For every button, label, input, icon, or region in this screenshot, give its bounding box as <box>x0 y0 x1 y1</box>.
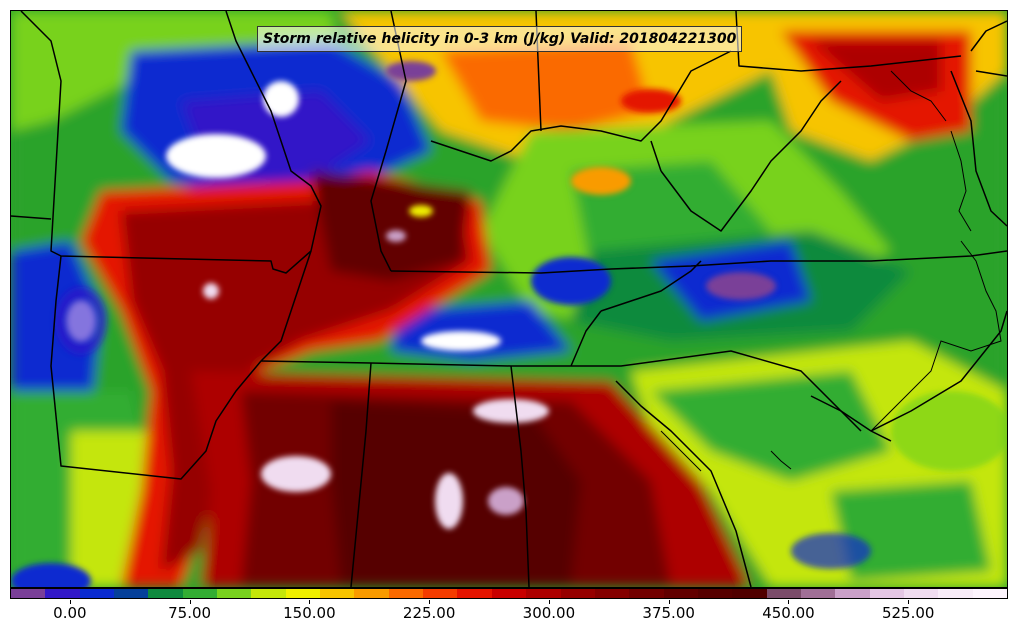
colorbar-segment <box>835 589 870 598</box>
colorbar-segment <box>938 589 973 598</box>
colorbar-segment <box>560 589 595 598</box>
colorbar-segment <box>972 589 1007 598</box>
colorbar-segment <box>663 589 698 598</box>
colorbar-segment <box>182 589 218 598</box>
colorbar-tick <box>429 600 431 604</box>
colorbar-segment <box>45 589 80 598</box>
colorbar-label: 525.00 <box>881 604 935 622</box>
colorbar-segment <box>79 589 115 598</box>
colorbar-tick <box>189 600 191 604</box>
colorbar-segment <box>800 589 836 598</box>
colorbar-segment <box>285 589 321 598</box>
map-title: Storm relative helicity in 0-3 km (J/kg)… <box>257 26 743 52</box>
colorbar-label: 75.00 <box>168 604 212 622</box>
helicity-map-canvas <box>11 11 1007 587</box>
colorbar-segment <box>594 589 630 598</box>
colorbar-label: 225.00 <box>402 604 456 622</box>
colorbar-label: 150.00 <box>283 604 336 622</box>
colorbar-tick <box>908 600 910 604</box>
colorbar-segment <box>388 589 424 598</box>
colorbar-label: 300.00 <box>522 604 576 622</box>
colorbar-label: 0.00 <box>53 604 87 622</box>
colorbar-label: 375.00 <box>642 604 695 622</box>
colorbar-tick <box>668 600 670 604</box>
colorbar-segment <box>869 589 904 598</box>
colorbar-segment <box>423 589 458 598</box>
colorbar-segment <box>11 589 46 598</box>
coastlines <box>660 70 1002 472</box>
colorbar-label: 450.00 <box>762 604 815 622</box>
colorbar-segment <box>320 589 355 598</box>
colorbar-tick <box>548 600 550 604</box>
colorbar-segment <box>251 589 286 598</box>
colorbar-labels: 0.00 75.00 150.00 225.00 300.00 375.00 450.00 5… <box>0 600 1018 630</box>
colorbar-segment <box>903 589 939 598</box>
colorbar-segment <box>114 589 149 598</box>
colorbar-segment <box>148 589 183 598</box>
colorbar-tick <box>788 600 790 604</box>
colorbar-segment <box>629 589 664 598</box>
colorbar-segment <box>697 589 733 598</box>
colorbar-segment <box>732 589 767 598</box>
colorbar-segment <box>354 589 389 598</box>
colorbar-segment <box>457 589 492 598</box>
helicity-map: Storm relative helicity in 0-3 km (J/kg)… <box>10 10 1008 588</box>
colorbar-segment <box>526 589 561 598</box>
colorbar-segment <box>491 589 527 598</box>
colorbar-segment <box>217 589 252 598</box>
colorbar-segment <box>766 589 801 598</box>
colorbar <box>10 588 1008 599</box>
helicity-detail <box>11 61 1007 587</box>
colorbar-tick <box>309 600 311 604</box>
colorbar-tick <box>69 600 71 604</box>
